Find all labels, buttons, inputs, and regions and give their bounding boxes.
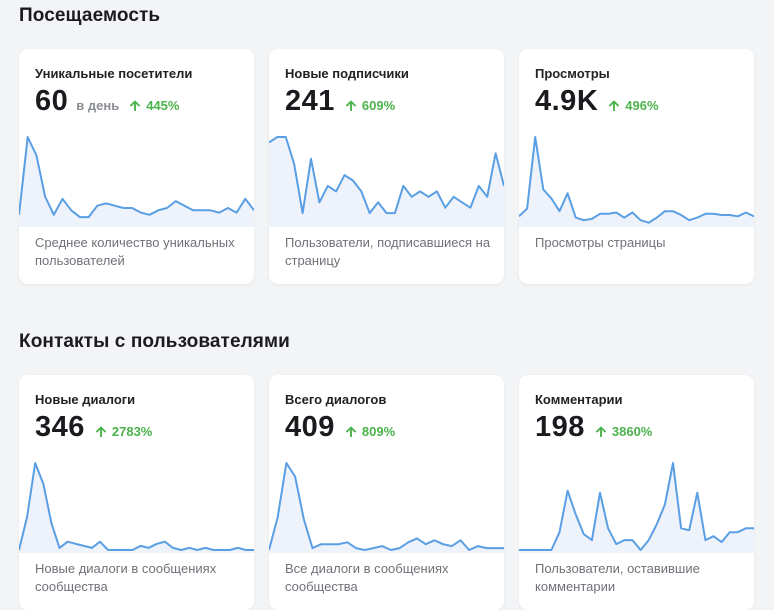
sparkline-area (519, 137, 754, 227)
sparkline-area (19, 463, 254, 553)
arrow-up-icon (345, 100, 356, 111)
metric-value: 4.9K (535, 85, 599, 117)
card-comments[interactable]: Комментарии 198 3860% Пользователи, оста… (519, 375, 754, 610)
sparkline-area (519, 463, 754, 553)
arrow-up-icon (130, 100, 141, 111)
metric-unit: в день (76, 98, 120, 113)
card-title: Новые подписчики (285, 66, 409, 81)
metric: 198 3860% (535, 411, 652, 444)
growth-badge: 445% (130, 98, 179, 113)
metric-value: 60 (35, 85, 69, 117)
sparkline-chart (19, 453, 254, 553)
growth-badge: 809% (345, 424, 396, 439)
card-new-dialogs[interactable]: Новые диалоги 346 2783% Новые диалоги в … (19, 375, 254, 610)
sparkline-chart (19, 127, 254, 227)
growth-value: 496% (625, 98, 659, 113)
metric: 241 609% (285, 85, 395, 118)
growth-value: 3860% (611, 424, 653, 439)
card-description: Среднее количество уникальных пользовате… (35, 235, 235, 268)
growth-value: 445% (146, 98, 180, 113)
arrow-up-icon (609, 100, 620, 111)
arrow-up-icon (345, 426, 356, 437)
metric-value: 346 (35, 411, 85, 443)
metric: 60 в день 445% (35, 85, 179, 118)
sparkline-series-line (19, 463, 254, 550)
card-title: Уникальные посетители (35, 66, 193, 81)
card-title: Просмотры (535, 66, 610, 81)
sparkline-chart (269, 127, 504, 227)
sparkline-series-line (269, 463, 504, 550)
card-new-subscribers[interactable]: Новые подписчики 241 609% Пользователи, … (269, 49, 504, 284)
card-title: Всего диалогов (285, 392, 387, 407)
arrow-up-icon (595, 426, 606, 437)
sparkline-area (19, 137, 254, 227)
growth-badge: 3860% (595, 424, 653, 439)
growth-badge: 609% (345, 98, 396, 113)
growth-value: 609% (361, 98, 396, 113)
attendance-cards: Уникальные посетители 60 в день 445% Сре… (19, 49, 754, 284)
growth-badge: 2783% (95, 424, 153, 439)
section-title-contacts: Контакты с пользователями (19, 331, 290, 352)
metric-value: 198 (535, 411, 585, 443)
metric: 409 809% (285, 411, 395, 444)
sparkline-series-line (269, 137, 504, 213)
contacts-cards: Новые диалоги 346 2783% Новые диалоги в … (19, 375, 754, 610)
growth-value: 809% (361, 424, 396, 439)
sparkline-chart (269, 453, 504, 553)
section-title-attendance: Посещаемость (19, 5, 161, 26)
card-description: Все диалоги в сообщениях сообщества (285, 561, 449, 594)
sparkline-chart (519, 453, 754, 553)
arrow-up-icon (95, 426, 106, 437)
sparkline-area (269, 463, 504, 553)
metric: 4.9K 496% (535, 85, 659, 118)
sparkline-series-line (19, 137, 254, 217)
growth-value: 2783% (111, 424, 153, 439)
sparkline-chart (519, 127, 754, 227)
sparkline-series-line (519, 463, 754, 550)
card-title: Новые диалоги (35, 392, 136, 407)
card-description: Пользователи, подписавшиеся на страницу (285, 235, 491, 268)
metric-value: 409 (285, 411, 335, 443)
card-description: Новые диалоги в сообщениях сообщества (35, 561, 217, 594)
card-title: Комментарии (535, 392, 623, 407)
card-description: Пользователи, оставившие комментарии (535, 561, 700, 594)
card-description: Просмотры страницы (535, 235, 666, 250)
card-views[interactable]: Просмотры 4.9K 496% Просмотры страницы (519, 49, 754, 284)
card-total-dialogs[interactable]: Всего диалогов 409 809% Все диалоги в со… (269, 375, 504, 610)
sparkline-series-line (519, 137, 754, 223)
growth-badge: 496% (609, 98, 659, 113)
metric: 346 2783% (35, 411, 152, 444)
metric-value: 241 (285, 85, 335, 117)
card-unique-visitors[interactable]: Уникальные посетители 60 в день 445% Сре… (19, 49, 254, 284)
sparkline-area (269, 137, 504, 227)
